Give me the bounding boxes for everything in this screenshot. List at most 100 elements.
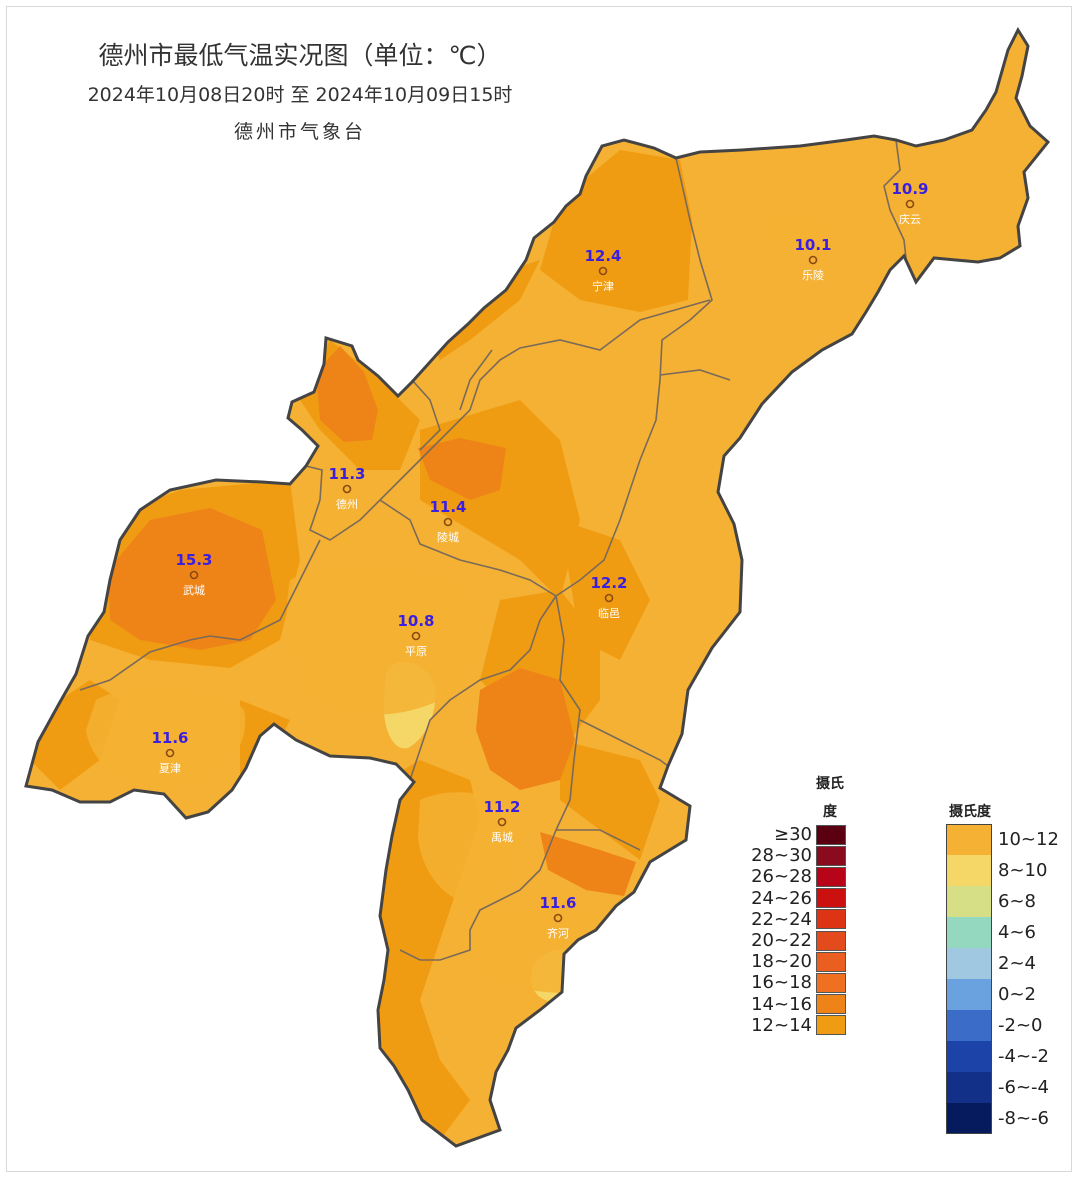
legend-warm-swatch — [816, 994, 846, 1015]
county-line-5 — [659, 369, 731, 381]
map-frame — [6, 6, 1072, 1172]
legend-cool-swatch — [946, 917, 992, 948]
time-range: 2024年10月08日20时 至 2024年10月09日15时 — [87, 84, 513, 106]
zone-12-14-8 — [560, 740, 660, 860]
legend-warm-item: ≥30 — [748, 824, 846, 845]
legend-warm-label: 14~16 — [751, 993, 812, 1015]
legend-warm-swatch — [816, 888, 846, 909]
station-5: 11.4 陵城 — [429, 498, 466, 544]
county-line-11 — [579, 719, 669, 767]
station-value: 11.4 — [429, 498, 466, 516]
legend-warm-swatch — [816, 845, 846, 866]
zone-14-16-5 — [540, 832, 636, 896]
station-name: 夏津 — [159, 762, 181, 775]
legend-warm-swatch — [816, 824, 846, 845]
station-marker-icon — [598, 266, 608, 276]
legend-cool-label: 6~8 — [998, 891, 1036, 912]
station-name: 宁津 — [592, 279, 614, 293]
legend-cool-item: -8~-6 — [946, 1103, 1049, 1134]
county-line-1 — [555, 157, 713, 597]
legend-cool-swatch — [946, 1010, 992, 1041]
station-marker-icon — [189, 570, 199, 580]
station-layer: 10.9 庆云 10.1 乐陵 12.4 宁津 11.3 德州 11.4 陵城 15.3 武城 12.2… — [151, 180, 928, 940]
station-name: 庆云 — [899, 212, 921, 226]
zone-12-14-11 — [560, 520, 650, 660]
station-name: 乐陵 — [802, 269, 824, 282]
legend-warm-swatch — [816, 909, 846, 930]
county-line-9 — [409, 595, 557, 781]
station-value: 12.2 — [590, 574, 627, 592]
legend-warm-label: 12~14 — [751, 1014, 812, 1036]
legend-warm-label: ≥30 — [774, 824, 812, 845]
station-name: 德州 — [336, 497, 358, 511]
station-1: 10.9 庆云 — [891, 180, 928, 226]
station-value: 11.3 — [328, 465, 365, 483]
station-marker-icon — [553, 913, 563, 923]
organization: 德州市气象台 — [233, 121, 366, 143]
zone-10-12-patch-6 — [286, 566, 485, 715]
zone-14-16-3 — [418, 438, 506, 500]
legend-cool-item: 6~8 — [946, 886, 1036, 917]
legend-cool-swatch — [946, 979, 992, 1010]
legend-cool-item: -6~-4 — [946, 1072, 1049, 1103]
legend-cool-label: -8~-6 — [998, 1108, 1049, 1129]
legend-warm-swatch — [816, 866, 846, 887]
legend-cool-swatch — [946, 948, 992, 979]
legend-cool-item: -2~0 — [946, 1010, 1042, 1041]
station-name: 平原 — [405, 645, 427, 658]
map-title: 德州市最低气温实况图（单位：℃） — [98, 41, 502, 70]
county-line-13 — [556, 829, 641, 851]
legend-cool-item: 2~4 — [946, 948, 1036, 979]
zone-14-16-2 — [476, 668, 575, 790]
county-line-6 — [305, 465, 381, 541]
station-marker-icon — [497, 817, 507, 827]
legend-cool-label: -6~-4 — [998, 1077, 1049, 1098]
legend-cool-swatch — [946, 1041, 992, 1072]
legend-warm-item: 26~28 — [748, 866, 846, 887]
county-line-8 — [79, 539, 321, 691]
legend-cool-label: 4~6 — [998, 922, 1036, 943]
legend-cool-item: -4~-2 — [946, 1041, 1049, 1072]
station-value: 11.2 — [483, 798, 520, 816]
county-line-2 — [883, 139, 907, 259]
county-line-14 — [411, 379, 441, 451]
county-line-12 — [399, 829, 557, 961]
legend-warm-item: 24~26 — [748, 888, 846, 909]
station-marker-icon — [342, 484, 352, 494]
legend-warm-swatch — [816, 972, 846, 993]
station-name: 齐河 — [547, 926, 569, 940]
zone-10-12-patch-4 — [418, 792, 522, 905]
legend-cool-label: 8~10 — [998, 860, 1048, 881]
station-value: 12.4 — [584, 247, 621, 265]
zone-10-12-patch-3 — [86, 686, 246, 792]
legend-warm-label: 24~26 — [751, 887, 812, 909]
legend-warm-item: 28~30 — [748, 845, 846, 866]
legend-cool-title: 摄氏度 — [949, 804, 991, 820]
legend-warm-title-2: 度 — [823, 804, 837, 820]
station-name: 临邑 — [598, 606, 620, 620]
legend-warm-swatch — [816, 930, 846, 951]
station-marker-icon — [411, 631, 421, 641]
station-11: 11.6 齐河 — [539, 894, 576, 940]
legend-cool-item: 10~12 — [946, 824, 1059, 855]
legend-warm-label: 20~22 — [751, 930, 812, 951]
county-line-15 — [459, 349, 493, 411]
legend-warm-item: 20~22 — [748, 930, 846, 951]
station-name: 陵城 — [437, 531, 459, 544]
station-marker-icon — [808, 255, 818, 265]
station-value: 15.3 — [175, 551, 212, 569]
legend-warm-item: 16~18 — [748, 972, 846, 993]
legend-warm-item: 22~24 — [748, 909, 846, 930]
legend-warm-label: 28~30 — [751, 845, 812, 867]
county-boundaries — [79, 139, 907, 961]
legend-cool-swatch — [946, 855, 992, 886]
legend-cool-swatch — [946, 1072, 992, 1103]
legend-cool-item: 0~2 — [946, 979, 1036, 1010]
station-marker-icon — [905, 199, 915, 209]
legend-cool-label: 2~4 — [998, 953, 1036, 974]
legend-cool-item: 8~10 — [946, 855, 1047, 886]
station-marker-icon — [165, 748, 175, 758]
zone-10-12-patch-1 — [766, 212, 831, 246]
station-8: 10.8 平原 — [397, 612, 434, 658]
